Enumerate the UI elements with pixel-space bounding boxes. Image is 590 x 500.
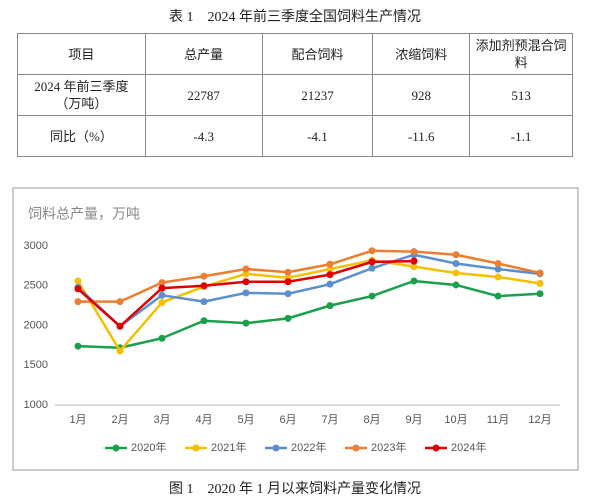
data-point: [116, 347, 124, 355]
legend-label: 2023年: [371, 440, 406, 454]
data-point: [284, 268, 292, 276]
x-tick-label: 12月: [528, 414, 551, 426]
x-tick-label: 11月: [487, 414, 509, 426]
x-tick-label: 8月: [363, 414, 380, 426]
x-tick-label: 1月: [69, 414, 86, 426]
data-point: [242, 265, 250, 273]
y-tick-label: 2500: [24, 280, 48, 292]
data-point: [158, 284, 166, 292]
legend-label: 2024年: [451, 440, 486, 454]
chart: 饲料总产量，万吨 1000 1500 2000 2500 3000 1月 2月 3月 4月 5月 6…: [12, 187, 579, 471]
series-line: [77, 253, 541, 328]
legend-marker: [192, 444, 200, 452]
data-point: [284, 278, 292, 286]
series-line: [78, 249, 541, 303]
y-axis-label: 饲料总产量，万吨: [28, 206, 140, 222]
table-cell: -4.3: [144, 115, 263, 157]
data-point: [326, 260, 334, 268]
y-tick-label: 1000: [24, 399, 48, 411]
y-tick-label: 2000: [24, 319, 48, 331]
data-point: [494, 292, 502, 300]
data-point: [452, 269, 460, 277]
data-point: [200, 272, 208, 280]
x-tick-label: 9月: [405, 414, 422, 426]
y-tick-label: 3000: [24, 240, 48, 252]
legend-label: 2022年: [291, 440, 326, 454]
data-point: [158, 279, 166, 287]
x-tick-label: 6月: [279, 414, 296, 426]
data-point: [116, 298, 124, 306]
x-tick-label: 3月: [153, 414, 170, 426]
legend-marker: [272, 444, 280, 452]
data-point: [494, 273, 502, 281]
x-tick-label: 2月: [111, 414, 128, 426]
table-cell: 总产量: [144, 33, 263, 75]
y-tick-label: 1500: [24, 359, 48, 371]
table-cell: 2024 年前三季度（万吨）: [17, 74, 146, 116]
legend-marker: [352, 444, 360, 452]
legend-marker: [112, 444, 120, 452]
legend-label: 2020年: [131, 440, 166, 454]
x-tick-label: 5月: [237, 414, 254, 426]
data-point: [74, 285, 82, 293]
table-row: 同比（%） -4.3 -4.1 -11.6 -1.1: [17, 115, 573, 157]
data-point: [326, 280, 334, 288]
data-point: [116, 322, 124, 330]
data-point: [158, 291, 166, 299]
data-point: [494, 259, 502, 267]
data-point: [410, 263, 418, 271]
table-cell: -4.1: [261, 115, 374, 157]
chart-frame: [12, 187, 579, 471]
data-point: [242, 319, 250, 327]
data-point: [326, 271, 334, 279]
table-cell: 同比（%）: [17, 115, 146, 157]
table-cell: 配合饲料: [261, 33, 374, 75]
table-cell: 添加剂预混合饲料: [469, 33, 573, 75]
data-point: [284, 314, 292, 322]
data-point: [410, 257, 418, 265]
x-tick-label: 4月: [195, 414, 212, 426]
data-point: [74, 277, 82, 285]
data-point: [452, 251, 460, 259]
table-cell: 22787: [144, 74, 263, 116]
series-line: [77, 279, 541, 350]
table-cell: -1.1: [469, 115, 573, 157]
data-point: [368, 264, 376, 272]
header-row: 项目 总产量 配合饲料 浓缩饲料 添加剂预混合饲料: [17, 33, 573, 75]
data-point: [368, 292, 376, 300]
data-point: [200, 298, 208, 306]
table-cell: 浓缩饲料: [372, 33, 471, 75]
data-table: 项目 总产量 配合饲料 浓缩饲料 添加剂预混合饲料 2024 年前三季度（万吨） 22787…: [17, 33, 573, 157]
data-point: [158, 334, 166, 342]
data-point: [410, 248, 418, 256]
data-point: [200, 282, 208, 290]
table-title: 表 1 2024 年前三季度全国饲料生产情况: [169, 10, 421, 25]
x-tick-label: 10月: [444, 414, 467, 426]
data-point: [326, 302, 334, 310]
data-point: [536, 279, 544, 287]
data-point: [368, 247, 376, 255]
legend-label: 2021年: [211, 440, 246, 454]
legend-marker: [432, 444, 440, 452]
data-point: [494, 265, 502, 273]
x-tick-label: 7月: [321, 414, 338, 426]
data-point: [536, 290, 544, 298]
series-line: [76, 259, 541, 354]
data-point: [200, 317, 208, 325]
data-point: [452, 281, 460, 289]
data-point: [284, 290, 292, 298]
data-point: [242, 289, 250, 297]
data-point: [410, 277, 418, 285]
data-point: [74, 298, 82, 306]
data-point: [452, 259, 460, 267]
data-point: [158, 298, 166, 306]
table-row: 2024 年前三季度（万吨） 22787 21237 928 513: [17, 74, 573, 116]
table-cell: 项目: [17, 33, 146, 75]
data-point: [536, 269, 544, 277]
data-point: [242, 278, 250, 286]
data-point: [74, 342, 82, 350]
data-point: [368, 258, 376, 266]
figure-caption: 图 1 2020 年 1 月以来饲料产量变化情况: [169, 482, 421, 497]
